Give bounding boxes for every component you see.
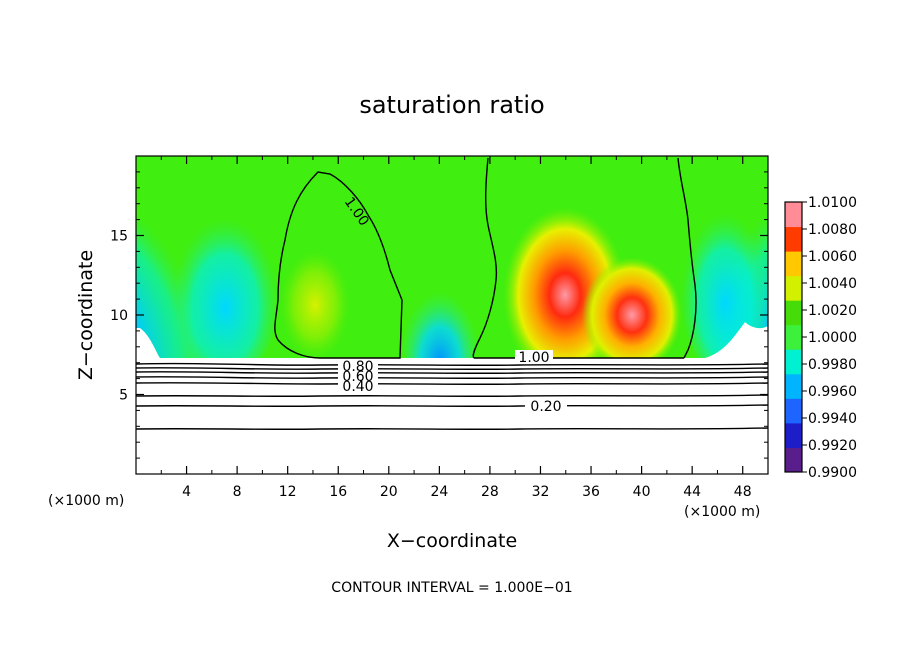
label-bg-0.80 [338, 360, 378, 390]
x-tick-label: 48 [734, 484, 752, 500]
colorbar-tick-label: 1.0060 [808, 249, 857, 265]
x-tick-label: 36 [582, 484, 600, 500]
contour-1.00-left-loop [274, 171, 403, 359]
y-axis-title: Z−coordinate [75, 250, 97, 380]
colorbar-tick-label: 1.0080 [808, 222, 857, 238]
colorbar-swatch [785, 226, 802, 252]
colorbar-swatch [785, 324, 802, 350]
x-tick-label: 20 [380, 484, 398, 500]
colorbar-tick-label: 1.0100 [808, 195, 857, 211]
x-axis-title: X−coordinate [387, 530, 517, 552]
x-tick-label: 4 [182, 484, 191, 500]
colorbar-tick-label: 1.0000 [808, 330, 857, 346]
colorbar-swatch [785, 398, 802, 424]
contour-0.60 [135, 371, 769, 374]
contour-0.20 [135, 404, 769, 407]
colorbar-tick-label: 0.9940 [808, 411, 857, 427]
contour-label-0.20: 0.20 [530, 399, 561, 415]
contour-label-0.60: 0.60 [342, 369, 373, 385]
colorbar-swatch [785, 373, 802, 399]
cyan-zone-right [680, 195, 768, 358]
x-tick-label: 28 [481, 484, 499, 500]
colorbar-swatch [785, 447, 802, 473]
colorbar-swatch [785, 300, 802, 326]
x-tick-label: 44 [683, 484, 701, 500]
colorbar-tick-label: 0.9960 [808, 384, 857, 400]
x-unit-right: (×1000 m) [684, 504, 760, 520]
colorbar-swatch [785, 202, 802, 228]
colorbar-tick-label: 1.0020 [808, 303, 857, 319]
contour-0.80 [135, 362, 769, 366]
colorbar-tick-label: 0.9900 [808, 465, 857, 481]
colorbar-swatch [785, 275, 802, 301]
contour-label-0.80: 0.80 [342, 359, 373, 375]
x-tick-label: 16 [329, 484, 347, 500]
chart-title: saturation ratio [359, 91, 544, 119]
contour-1.00-right-line [677, 157, 697, 359]
colorbar-swatch [785, 251, 802, 277]
colorbar-tick-label: 1.0040 [808, 276, 857, 292]
contour-label-0.40: 0.40 [342, 379, 373, 395]
x-tick-label: 32 [532, 484, 550, 500]
label-bg-1.00-right [515, 350, 553, 364]
colorbar-swatch [785, 422, 802, 448]
y-tick-label: 10 [110, 308, 128, 324]
y-tick-label: 15 [110, 229, 128, 245]
contour-0.10 [135, 427, 769, 430]
contour-0.50 [135, 376, 769, 379]
label-bg-0.20 [525, 398, 567, 414]
cyan-zone-center [400, 250, 480, 358]
colorbar-tick-label: 0.9980 [808, 357, 857, 373]
x-tick-label: 8 [233, 484, 242, 500]
colorbar-swatch [785, 349, 802, 375]
contour-label-1.00-right: 1.00 [518, 350, 549, 366]
yellow-zone [280, 250, 350, 358]
y-tick-label: 5 [119, 388, 128, 404]
contour-0.30 [135, 394, 769, 397]
contour-lines [135, 157, 769, 430]
contour-0.40 [135, 382, 769, 385]
contour-1.00-center-line [472, 157, 498, 359]
x-tick-label: 24 [430, 484, 448, 500]
warm-plume-2 [582, 257, 682, 358]
cyan-zone-left [170, 200, 280, 358]
colorbar-tick-label: 0.9920 [808, 438, 857, 454]
x-tick-label: 12 [279, 484, 297, 500]
contour-0.70 [135, 367, 769, 370]
contour-interval-note: CONTOUR INTERVAL = 1.000E−01 [331, 580, 572, 596]
colorbar: 1.0100 1.0080 1.0060 1.0040 1.0020 1.0000 0.99… [784, 195, 857, 481]
x-unit-left: (×1000 m) [48, 493, 124, 509]
x-tick-label: 40 [633, 484, 651, 500]
